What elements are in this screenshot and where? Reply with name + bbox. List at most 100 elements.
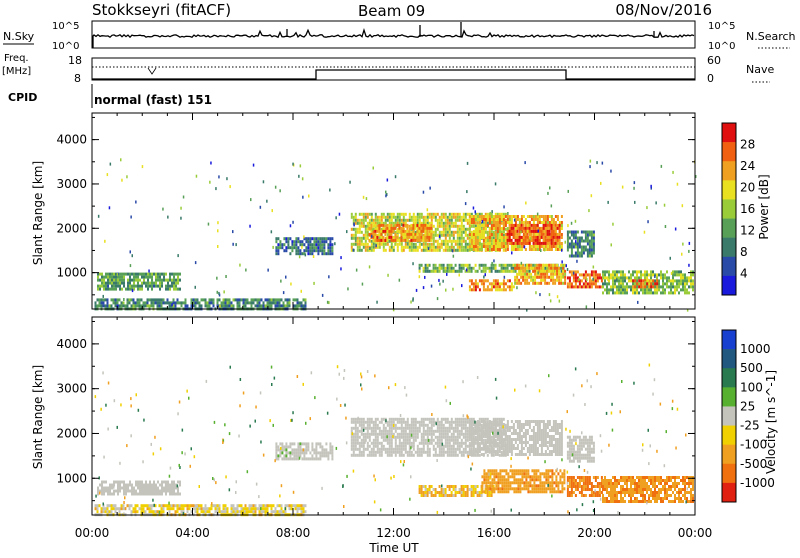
data-cell — [425, 249, 427, 252]
data-cell — [425, 246, 427, 249]
data-cell — [602, 282, 604, 285]
data-cell — [441, 222, 443, 225]
data-cell — [215, 504, 217, 507]
data-cell — [121, 179, 123, 182]
data-cell — [499, 264, 501, 267]
data-cell — [355, 239, 357, 242]
data-cell — [407, 454, 409, 457]
data-cell — [121, 504, 123, 507]
data-cell — [435, 228, 437, 231]
data-cell — [654, 288, 656, 291]
data-cell — [616, 273, 618, 276]
data-cell — [459, 421, 461, 424]
data-cell — [483, 239, 485, 242]
data-cell — [375, 442, 377, 445]
data-cell — [626, 276, 628, 279]
data-cell — [575, 234, 577, 237]
data-cell — [493, 233, 495, 236]
data-cell — [493, 285, 495, 288]
data-cell — [209, 298, 211, 301]
data-cell — [381, 454, 383, 457]
data-cell — [289, 445, 291, 448]
data-cell — [237, 298, 239, 301]
data-cell — [575, 237, 577, 240]
data-cell — [396, 236, 398, 239]
data-cell — [179, 484, 181, 487]
data-cell — [211, 298, 213, 301]
data-cell — [99, 304, 101, 307]
data-cell — [361, 243, 363, 246]
data-cell — [99, 288, 101, 291]
data-cell — [169, 484, 171, 487]
data-cell — [581, 231, 583, 234]
data-cell — [165, 285, 167, 288]
data-cell — [257, 507, 259, 510]
data-cell — [351, 246, 353, 249]
data-cell — [295, 454, 297, 457]
data-cell — [449, 448, 451, 451]
data-cell — [433, 231, 435, 234]
data-cell — [111, 507, 113, 510]
data-cell — [587, 237, 589, 240]
data-cell — [676, 288, 678, 291]
data-cell — [611, 243, 613, 246]
data-cell — [539, 245, 541, 248]
data-cell — [481, 420, 483, 423]
data-cell — [664, 273, 666, 276]
data-cell — [658, 282, 660, 285]
data-cell — [445, 433, 447, 436]
data-cell — [331, 237, 333, 240]
data-cell — [135, 304, 137, 307]
data-cell — [686, 279, 688, 282]
data-cell — [353, 439, 355, 442]
data-cell — [579, 252, 581, 255]
data-cell — [591, 243, 593, 246]
data-cell — [329, 189, 331, 192]
data-cell — [445, 225, 447, 228]
data-cell — [690, 282, 692, 285]
data-cell — [507, 236, 509, 239]
data-cell — [549, 242, 551, 245]
data-cell — [459, 451, 461, 454]
data-cell — [689, 242, 691, 245]
data-cell — [467, 162, 469, 165]
data-cell — [169, 493, 171, 496]
data-cell — [395, 418, 397, 421]
data-cell — [447, 451, 449, 454]
data-cell — [421, 442, 423, 445]
data-cell — [680, 282, 682, 285]
data-cell — [173, 273, 175, 276]
data-cell — [457, 225, 459, 228]
data-cell — [487, 236, 489, 239]
data-cell — [634, 201, 636, 204]
data-cell — [113, 279, 115, 282]
data-cell — [579, 255, 581, 258]
data-cell — [503, 249, 505, 252]
data-cell — [235, 510, 237, 513]
data-cell — [475, 215, 477, 218]
data-cell — [383, 445, 385, 448]
data-cell — [485, 426, 487, 429]
data-cell — [351, 442, 353, 445]
data-cell — [393, 246, 395, 249]
data-cell — [485, 245, 487, 248]
data-cell — [471, 441, 473, 444]
data-cell — [525, 227, 527, 230]
data-cell — [368, 239, 370, 242]
data-cell — [424, 230, 426, 233]
data-cell — [366, 197, 368, 200]
data-cell — [175, 273, 177, 276]
data-cell — [139, 279, 141, 282]
data-cell — [489, 227, 491, 230]
data-cell — [99, 285, 101, 288]
data-cell — [151, 493, 153, 496]
data-cell — [123, 285, 125, 288]
data-cell — [361, 433, 363, 436]
data-cell — [517, 230, 519, 233]
data-cell — [423, 436, 425, 439]
data-cell — [355, 445, 357, 448]
data-cell — [535, 242, 537, 245]
data-cell — [105, 285, 107, 288]
data-cell — [595, 279, 597, 282]
data-cell — [293, 448, 295, 451]
